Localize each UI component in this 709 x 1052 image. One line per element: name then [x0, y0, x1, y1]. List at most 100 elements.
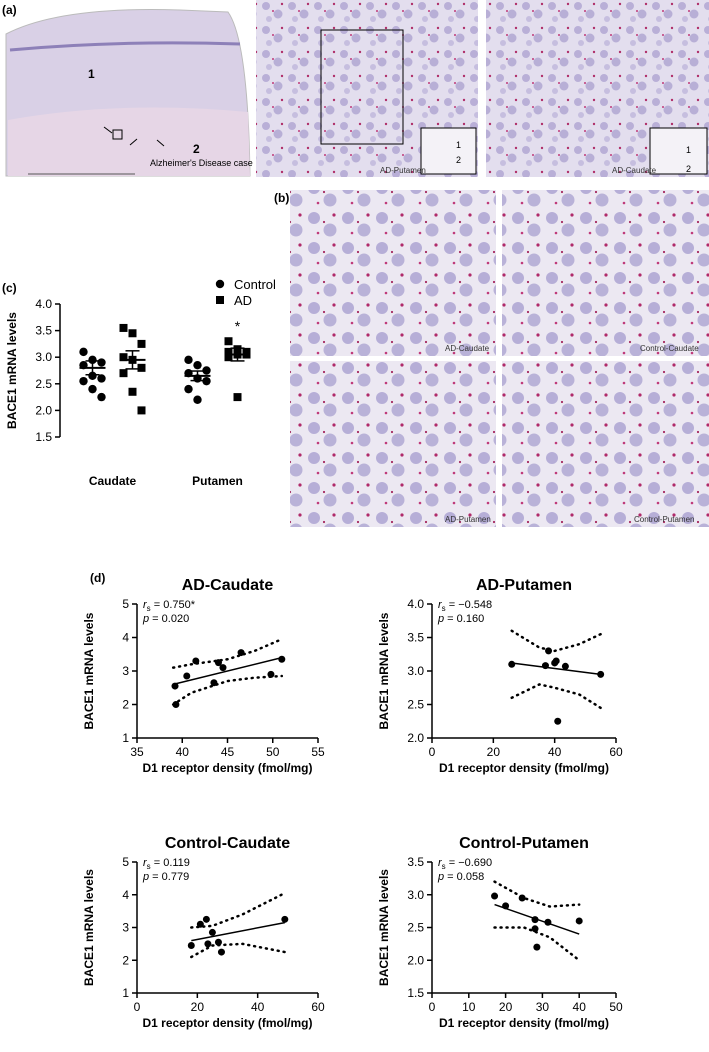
stat-value: = 0.160 — [444, 613, 484, 625]
y-tick-label: 4 — [122, 631, 129, 645]
data-point — [202, 915, 210, 923]
x-tick-label: 60 — [609, 745, 623, 759]
legend-marker — [215, 279, 225, 289]
x-tick-label: 45 — [221, 745, 235, 759]
data-point — [184, 355, 193, 365]
y-axis-label: BACE1 mRNA levels — [82, 612, 96, 729]
confidence-band — [510, 683, 602, 710]
arrow — [156, 139, 165, 147]
data-point — [119, 353, 128, 362]
stat-symbol: r — [143, 599, 148, 611]
data-point — [88, 384, 97, 394]
micrograph — [290, 190, 496, 356]
micrograph — [290, 361, 496, 527]
x-axis-label: D1 receptor density (fmol/mg) — [439, 761, 609, 775]
stat-value: = 0.058 — [444, 871, 484, 883]
x-tick-label: 20 — [191, 1000, 205, 1014]
confidence-band — [190, 891, 287, 929]
data-point — [531, 925, 539, 933]
data-point — [545, 647, 553, 655]
data-point — [224, 337, 233, 346]
fit-line — [173, 656, 282, 686]
caption: AD-Putamen — [445, 515, 491, 524]
y-tick-label: 5 — [122, 597, 129, 611]
data-point — [193, 395, 202, 404]
y-tick-label: 2.0 — [407, 731, 424, 745]
caption: Control-Caudate — [640, 344, 699, 353]
y-tick-label: 4 — [122, 888, 129, 902]
data-point — [217, 948, 225, 956]
y-axis-label: BACE1 mRNA levels — [82, 869, 96, 986]
stat-symbol: p — [142, 613, 149, 625]
stat-symbol: p — [142, 871, 149, 883]
data-point — [214, 659, 222, 667]
data-point — [237, 649, 245, 657]
data-point — [561, 662, 569, 670]
confidence-band — [171, 674, 284, 706]
y-tick-label: 2.0 — [35, 403, 52, 417]
stat-text: p = 0.058 — [437, 871, 484, 883]
data-point — [79, 347, 88, 357]
stat-text: rs = 0.750* — [143, 599, 196, 613]
stat-symbol: r — [143, 857, 148, 869]
data-point — [208, 928, 216, 936]
x-tick-label: 60 — [311, 1000, 325, 1014]
data-point — [128, 387, 137, 396]
x-tick-label: 40 — [176, 745, 190, 759]
data-point — [575, 917, 583, 925]
stat-text: rs = −0.548 — [438, 599, 492, 613]
chart-title: AD-Caudate — [182, 577, 274, 594]
data-point — [187, 942, 195, 950]
chart-title: Control-Putamen — [459, 835, 589, 852]
data-point — [224, 347, 233, 356]
x-tick-label: Putamen — [192, 474, 243, 488]
stat-text: p = 0.160 — [437, 613, 484, 625]
annotation: * — [235, 318, 241, 334]
fit-line — [191, 921, 285, 942]
panel-label: (a) — [2, 3, 17, 17]
y-axis-label: BACE1 mRNA levels — [377, 869, 391, 986]
data-point — [97, 374, 106, 383]
confidence-band — [190, 942, 287, 959]
y-tick-label: 2 — [122, 953, 129, 967]
region-label: 2 — [193, 142, 200, 156]
data-point — [502, 902, 510, 910]
y-tick-label: 3.5 — [407, 631, 424, 645]
micrograph — [502, 190, 709, 356]
inset-label: 2 — [686, 164, 691, 174]
y-tick-label: 3 — [122, 664, 129, 678]
data-point — [202, 366, 211, 375]
data-point — [128, 329, 137, 338]
stat-text: rs = 0.119 — [143, 857, 190, 871]
data-point — [233, 393, 242, 402]
panel-label: (d) — [90, 571, 105, 585]
x-tick-label: 55 — [311, 745, 325, 759]
x-tick-label: 0 — [429, 1000, 436, 1014]
y-tick-label: 1 — [122, 986, 129, 1000]
x-tick-label: 40 — [573, 1000, 587, 1014]
stat-text: rs = −0.690 — [438, 857, 492, 871]
data-point — [79, 376, 88, 386]
data-point — [224, 353, 233, 362]
micrograph — [502, 361, 709, 527]
y-tick-label: 3.0 — [35, 350, 52, 364]
data-point — [196, 920, 204, 928]
data-point — [278, 655, 286, 663]
stat-sub: s — [442, 862, 446, 871]
caption: AD-Caudate — [612, 166, 657, 175]
data-point — [202, 376, 211, 386]
y-tick-label: 3 — [122, 921, 129, 935]
data-point — [172, 701, 180, 708]
x-axis-label: D1 receptor density (fmol/mg) — [142, 1016, 312, 1030]
y-tick-label: 3.0 — [407, 664, 424, 678]
caption: Alzheimer's Disease case — [150, 158, 253, 168]
stat-sub: s — [147, 604, 151, 613]
x-tick-label: 30 — [536, 1000, 550, 1014]
y-tick-label: 2.5 — [35, 377, 52, 391]
stat-value: = −0.690 — [446, 857, 493, 869]
x-tick-label: 0 — [429, 745, 436, 759]
inset-label: 2 — [456, 155, 461, 165]
y-tick-label: 3.5 — [35, 324, 52, 338]
x-tick-label: Caudate — [89, 474, 137, 488]
data-point — [119, 323, 128, 332]
